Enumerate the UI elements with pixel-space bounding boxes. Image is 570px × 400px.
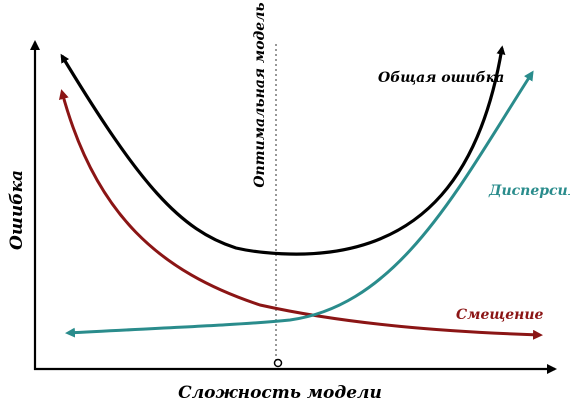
total-error-label: Общая ошибка <box>378 70 504 86</box>
variance-curve <box>65 70 534 338</box>
variance-label: Дисперсия <box>488 183 570 199</box>
total-error-curve <box>60 45 506 256</box>
optimal-model-label: Оптимальная модель <box>252 2 268 187</box>
bias-curve <box>58 89 543 340</box>
optimal-model-marker <box>273 358 283 368</box>
bias-label: Смещение <box>456 307 544 323</box>
x-axis-label: Сложность модели <box>178 383 382 400</box>
y-axis-label: Ошибка <box>7 170 27 250</box>
